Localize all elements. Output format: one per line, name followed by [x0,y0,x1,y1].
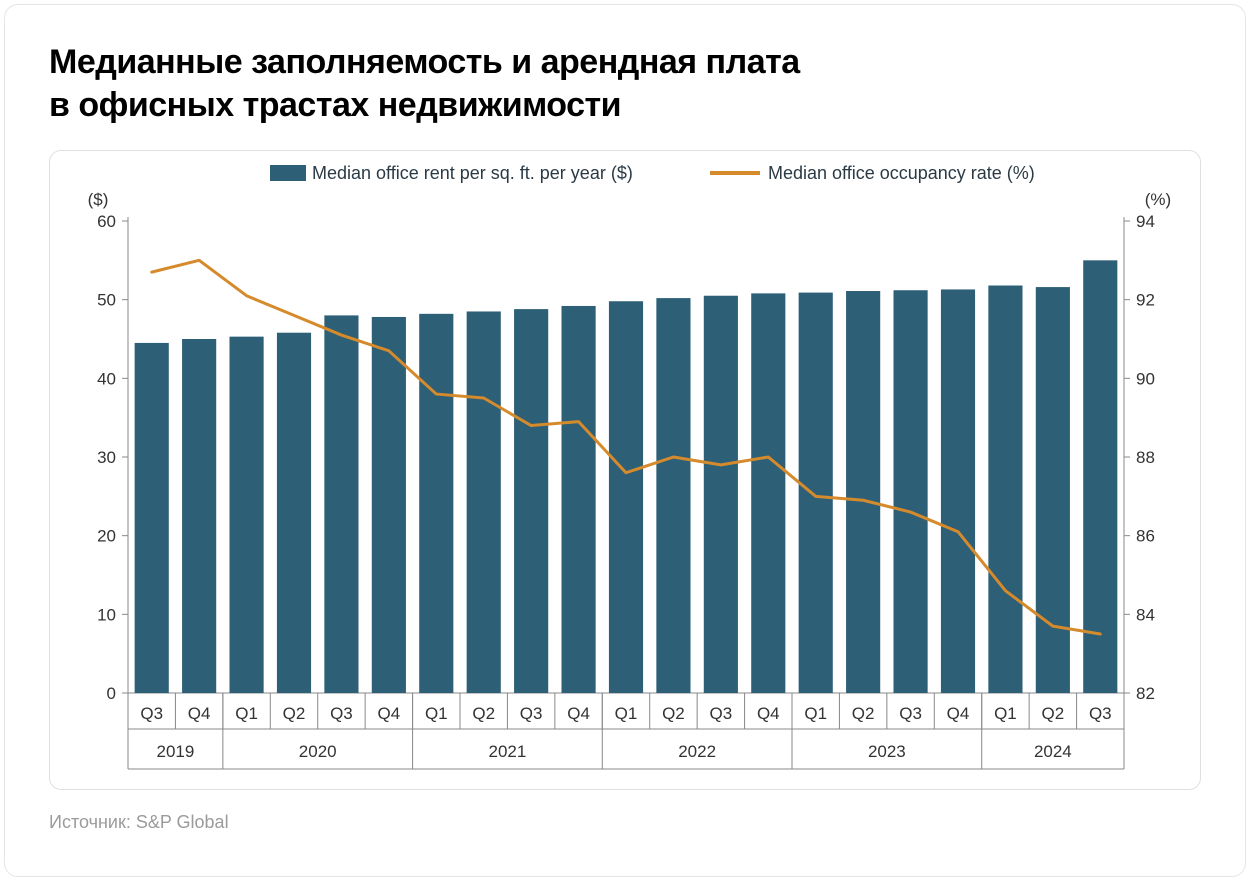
year-label: 2021 [489,742,527,761]
quarter-label: Q3 [1089,704,1112,723]
legend-line-label: Median office occupancy rate (%) [768,163,1035,183]
left-tick-label: 60 [97,212,116,231]
right-axis-unit: (%) [1145,190,1171,209]
bar [561,306,595,693]
left-tick-label: 10 [97,605,116,624]
quarter-label: Q1 [425,704,448,723]
bar [277,333,311,693]
quarter-label: Q1 [804,704,827,723]
right-tick-label: 86 [1136,527,1155,546]
bar [372,317,406,693]
year-label: 2023 [868,742,906,761]
quarter-label: Q4 [567,704,590,723]
left-tick-label: 40 [97,369,116,388]
chart-card: Медианные заполняемость и арендная плата… [4,4,1246,877]
quarter-label: Q2 [1042,704,1065,723]
right-tick-label: 90 [1136,369,1155,388]
quarter-label: Q4 [188,704,211,723]
bar [229,337,263,693]
bar [846,291,880,693]
source-label: Источник: S&P Global [49,812,1201,833]
bar [893,290,927,693]
bars-group [135,260,1118,693]
right-tick-label: 82 [1136,684,1155,703]
bar [135,343,169,693]
quarter-label: Q1 [235,704,258,723]
year-label: 2024 [1034,742,1072,761]
right-tick-label: 92 [1136,291,1155,310]
quarter-label: Q3 [330,704,353,723]
bar [1083,260,1117,693]
title-line-2: в офисных трастах недвижимости [49,86,621,124]
quarter-label: Q1 [994,704,1017,723]
quarter-label: Q3 [710,704,733,723]
quarter-label: Q3 [140,704,163,723]
bar [704,296,738,693]
title-line-1: Медианные заполняемость и арендная плата [49,43,800,81]
right-tick-label: 84 [1136,605,1155,624]
bar [656,298,690,693]
bar [514,309,548,693]
bar [324,315,358,693]
bar [467,311,501,693]
quarter-label: Q4 [947,704,970,723]
chart-title: Медианные заполняемость и арендная плата… [49,41,1201,126]
quarter-label: Q4 [378,704,401,723]
left-axis-unit: ($) [88,190,109,209]
combo-chart: Median office rent per sq. ft. per year … [50,151,1201,789]
bar [751,293,785,693]
year-label: 2019 [157,742,195,761]
quarter-label: Q2 [283,704,306,723]
bar [182,339,216,693]
right-tick-label: 94 [1136,212,1155,231]
legend: Median office rent per sq. ft. per year … [270,163,1035,183]
legend-bar-swatch [270,165,306,181]
bar [419,314,453,693]
bar [799,293,833,693]
quarter-label: Q2 [852,704,875,723]
quarter-label: Q3 [899,704,922,723]
legend-bar-label: Median office rent per sq. ft. per year … [312,163,633,183]
year-label: 2020 [299,742,337,761]
left-tick-label: 0 [107,684,116,703]
year-label: 2022 [678,742,716,761]
bar [941,289,975,693]
quarter-label: Q3 [520,704,543,723]
quarter-label: Q2 [662,704,685,723]
chart-frame: Median office rent per sq. ft. per year … [49,150,1201,790]
bar [609,301,643,693]
right-tick-label: 88 [1136,448,1155,467]
left-tick-label: 50 [97,291,116,310]
left-tick-label: 20 [97,527,116,546]
bar [1036,287,1070,693]
quarter-label: Q1 [615,704,638,723]
bar [988,286,1022,693]
quarter-label: Q4 [757,704,780,723]
left-tick-label: 30 [97,448,116,467]
quarter-label: Q2 [472,704,495,723]
